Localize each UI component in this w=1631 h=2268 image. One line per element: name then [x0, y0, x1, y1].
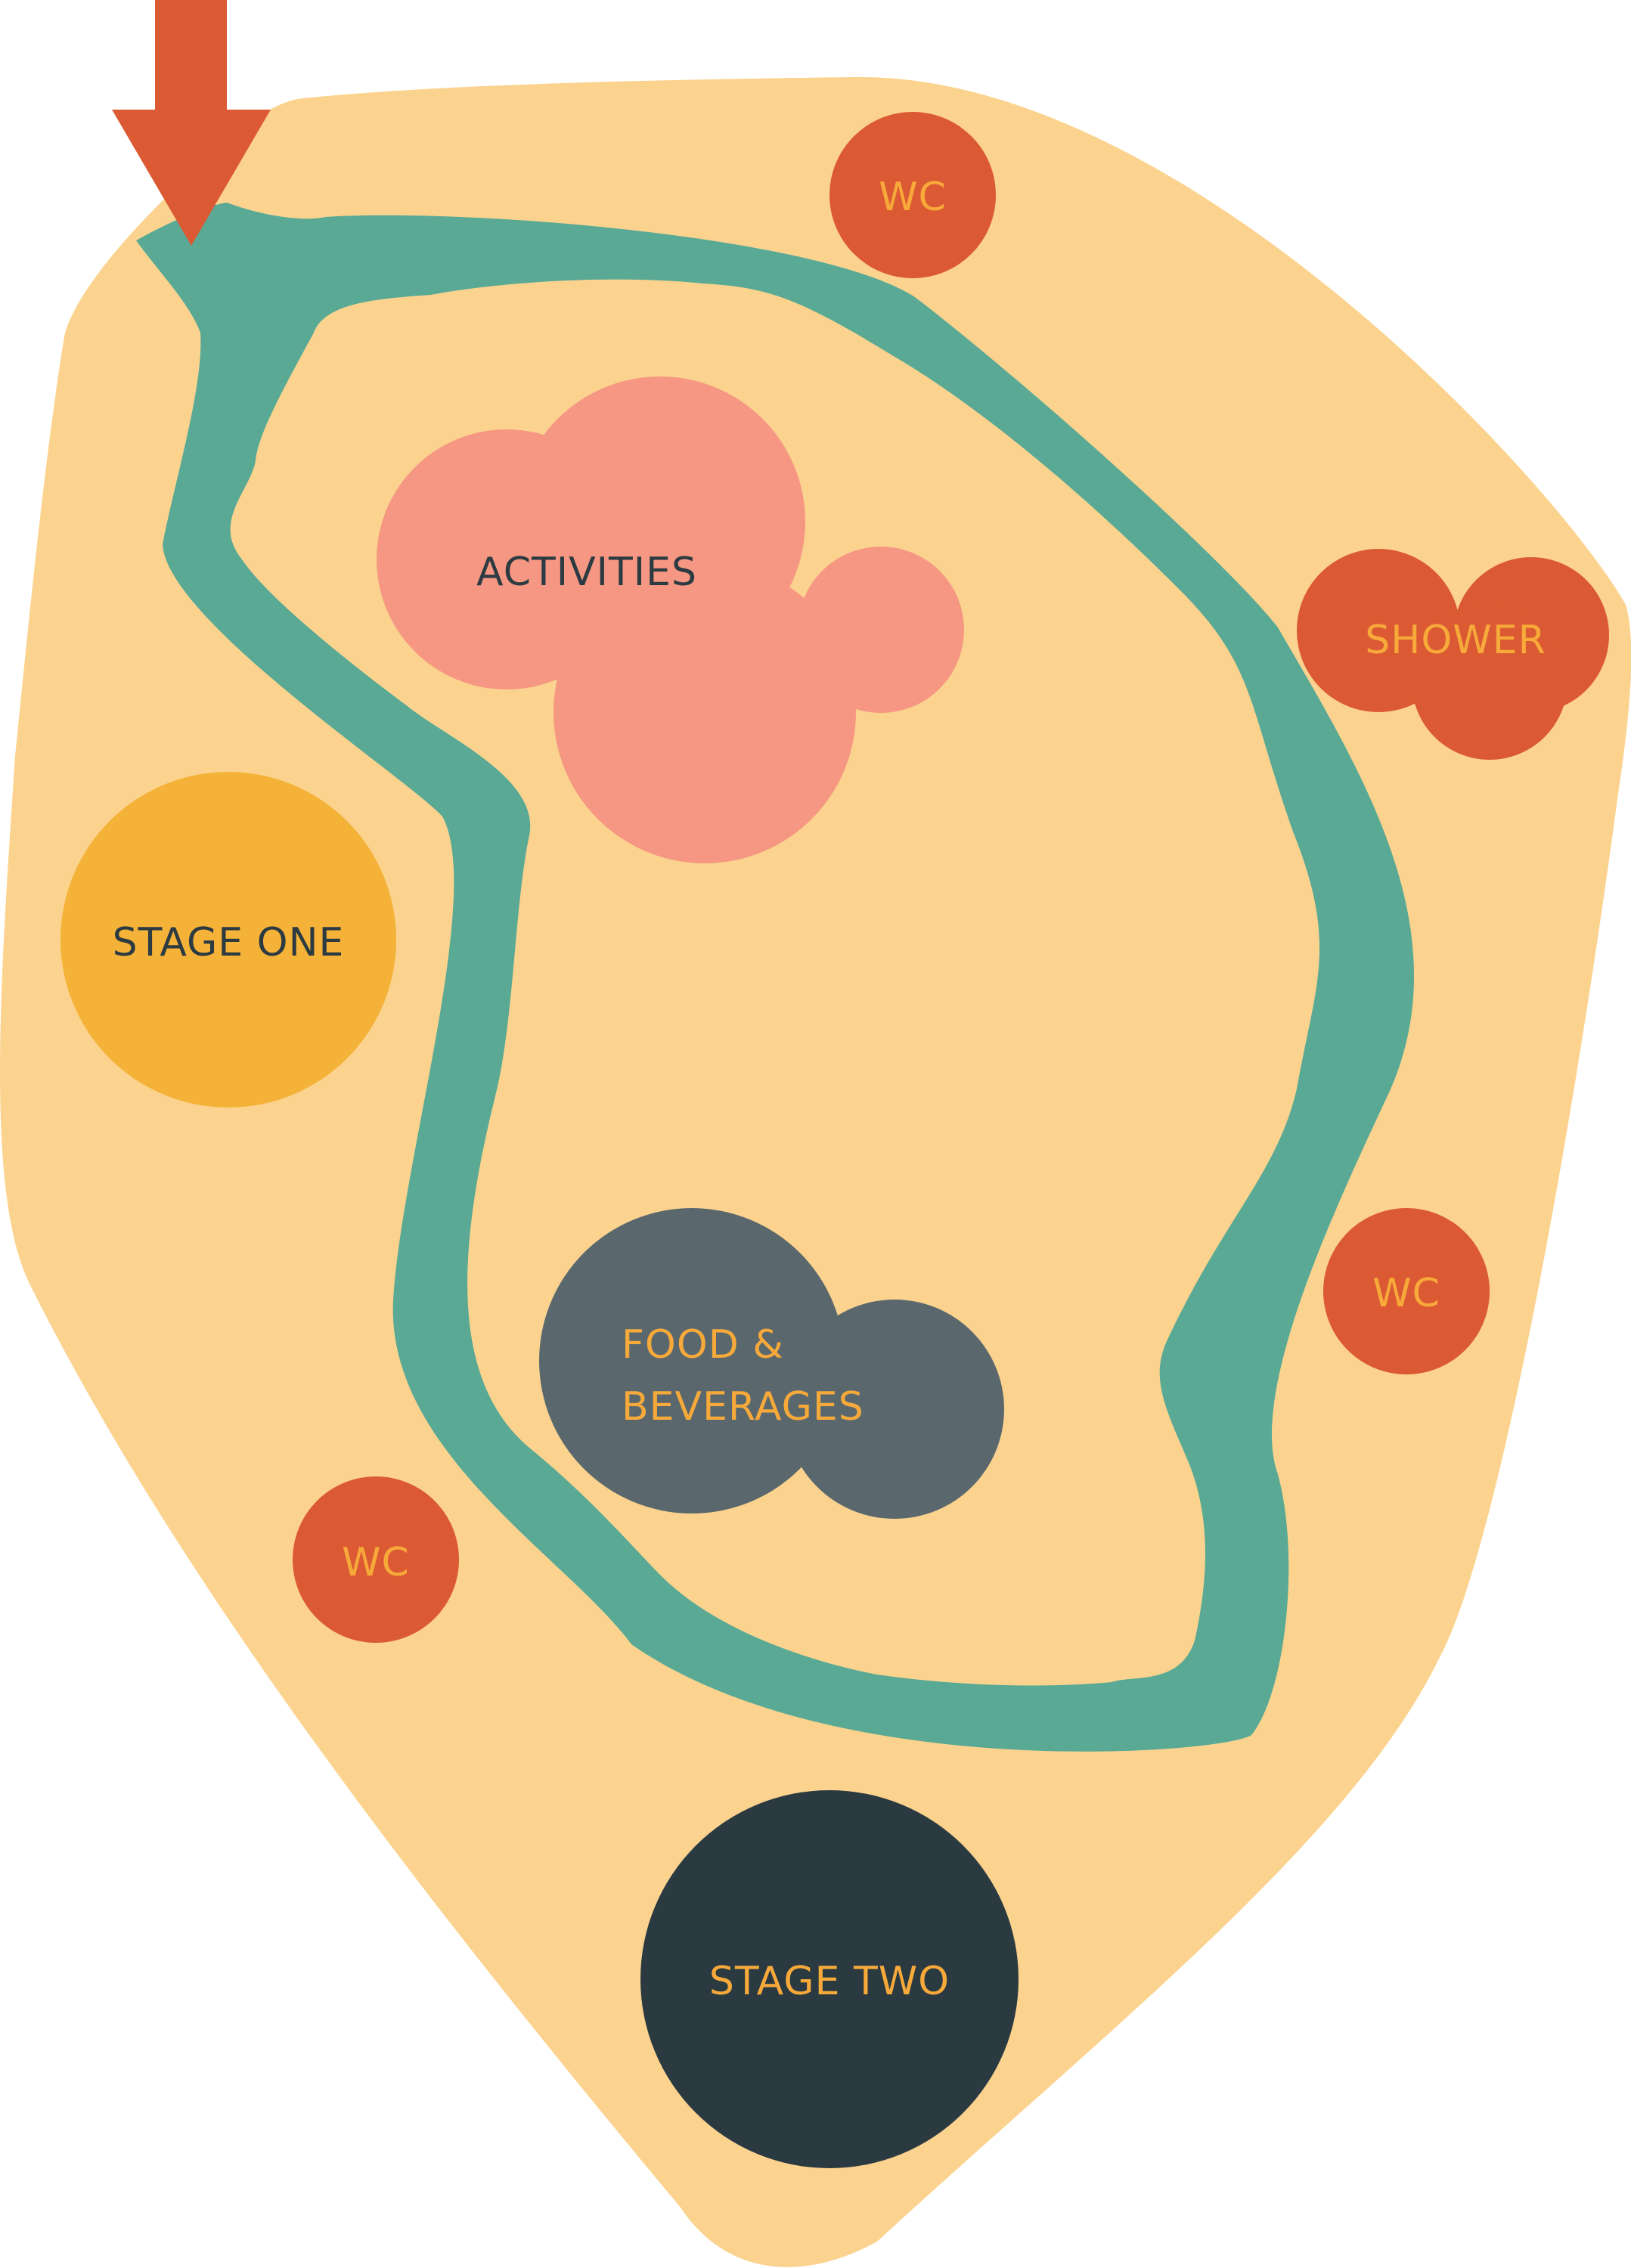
wc-top-label: WC	[879, 175, 947, 220]
shower-label: SHOWER	[1365, 618, 1546, 663]
down-arrow-icon	[112, 0, 271, 246]
wc-right-circle[interactable]	[1323, 1208, 1490, 1374]
wc-left-circle[interactable]	[293, 1476, 459, 1643]
stage-one-label: STAGE ONE	[113, 920, 345, 965]
wc-right-label: WC	[1372, 1271, 1440, 1316]
food-label-line1: FOOD &	[622, 1322, 784, 1368]
shower-area[interactable]	[1297, 549, 1609, 760]
food-label-line2: BEVERAGES	[622, 1384, 864, 1430]
stage-two-label: STAGE TWO	[709, 1959, 950, 2004]
walkway	[136, 203, 1415, 1752]
activities-label: ACTIVITIES	[476, 550, 697, 595]
stage-two-circle[interactable]	[640, 1790, 1019, 2168]
wc-left-label: WC	[342, 1540, 410, 1585]
food-beverages-area[interactable]	[539, 1208, 1004, 1519]
activities-area[interactable]	[377, 376, 964, 863]
stage-one-circle[interactable]	[60, 772, 396, 1108]
wc-top-circle[interactable]	[829, 112, 996, 278]
